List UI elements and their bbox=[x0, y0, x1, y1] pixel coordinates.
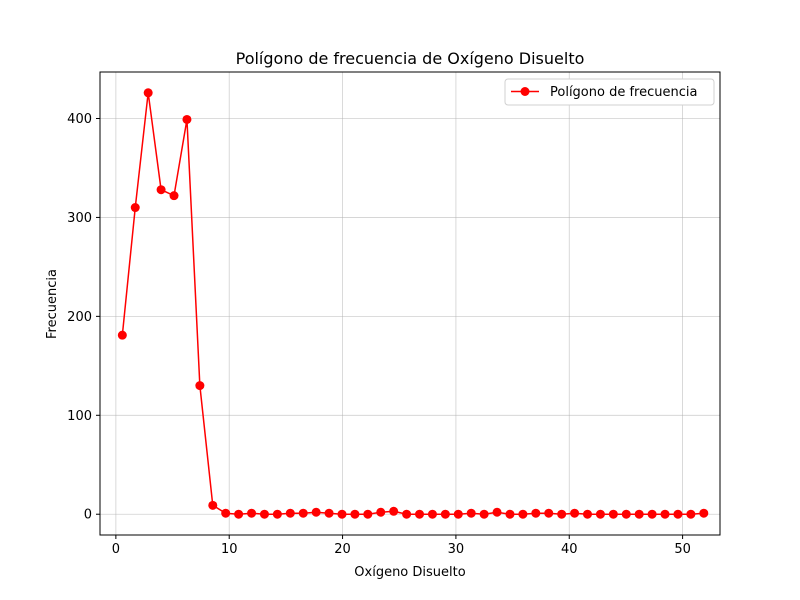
data-point bbox=[130, 203, 140, 213]
data-point bbox=[169, 191, 179, 201]
data-point bbox=[595, 509, 605, 519]
data-point bbox=[570, 508, 580, 518]
plot-frame bbox=[99, 71, 721, 536]
y-tick-label: 200 bbox=[67, 310, 92, 325]
y-tick-label: 0 bbox=[84, 508, 92, 523]
x-axis-label: Oxígeno Disuelto bbox=[354, 565, 465, 580]
data-point bbox=[311, 507, 321, 517]
data-point bbox=[247, 508, 257, 518]
data-point bbox=[324, 508, 334, 518]
data-point bbox=[582, 509, 592, 519]
data-point bbox=[350, 509, 360, 519]
series-line bbox=[121, 92, 704, 515]
data-point bbox=[402, 509, 412, 519]
data-point bbox=[492, 507, 502, 517]
data-point bbox=[285, 508, 295, 518]
data-point bbox=[634, 509, 644, 519]
data-point bbox=[544, 508, 554, 518]
data-point bbox=[208, 500, 218, 510]
data-point bbox=[389, 506, 399, 516]
legend-label: Polígono de frecuencia bbox=[550, 85, 697, 100]
data-point bbox=[376, 507, 386, 517]
x-tick-label: 40 bbox=[561, 542, 578, 557]
data-point bbox=[686, 509, 696, 519]
y-tick-label: 300 bbox=[67, 211, 92, 226]
x-tick-label: 10 bbox=[221, 542, 238, 557]
axis-ticks: 0 10 20 30 40 50 0 100 200 300 400 bbox=[67, 112, 691, 557]
data-point bbox=[531, 508, 541, 518]
data-point bbox=[234, 509, 244, 519]
data-point bbox=[363, 509, 373, 519]
data-point bbox=[259, 509, 269, 519]
legend-marker-swatch bbox=[520, 87, 530, 96]
data-point bbox=[143, 88, 153, 98]
data-point bbox=[505, 509, 515, 519]
data-point bbox=[427, 509, 437, 519]
data-point bbox=[195, 381, 205, 391]
data-point bbox=[298, 508, 308, 518]
data-point bbox=[156, 185, 166, 195]
legend: Polígono de frecuencia bbox=[504, 78, 715, 106]
data-point bbox=[699, 508, 709, 518]
y-tick-label: 400 bbox=[67, 112, 92, 127]
x-tick-label: 30 bbox=[448, 542, 465, 557]
data-point bbox=[647, 509, 657, 519]
series-layer bbox=[117, 88, 709, 519]
data-point bbox=[117, 330, 127, 340]
data-point bbox=[608, 509, 618, 519]
data-point bbox=[182, 114, 192, 124]
data-point bbox=[466, 508, 476, 518]
y-axis-label: Frecuencia bbox=[45, 269, 60, 339]
data-point bbox=[673, 509, 683, 519]
chart-title: Polígono de frecuencia de Oxígeno Disuel… bbox=[236, 49, 585, 68]
data-point bbox=[660, 509, 670, 519]
data-point bbox=[221, 508, 231, 518]
x-tick-label: 0 bbox=[112, 542, 120, 557]
data-point bbox=[453, 509, 463, 519]
data-point bbox=[272, 509, 282, 519]
data-point bbox=[479, 509, 489, 519]
data-point bbox=[518, 509, 528, 519]
data-point bbox=[557, 509, 567, 519]
legend-box bbox=[504, 78, 715, 106]
data-point bbox=[337, 509, 347, 519]
data-point bbox=[440, 509, 450, 519]
y-tick-label: 100 bbox=[67, 409, 92, 424]
x-tick-label: 50 bbox=[674, 542, 691, 557]
x-tick-label: 20 bbox=[334, 542, 351, 557]
data-point bbox=[415, 509, 425, 519]
data-point bbox=[621, 509, 631, 519]
